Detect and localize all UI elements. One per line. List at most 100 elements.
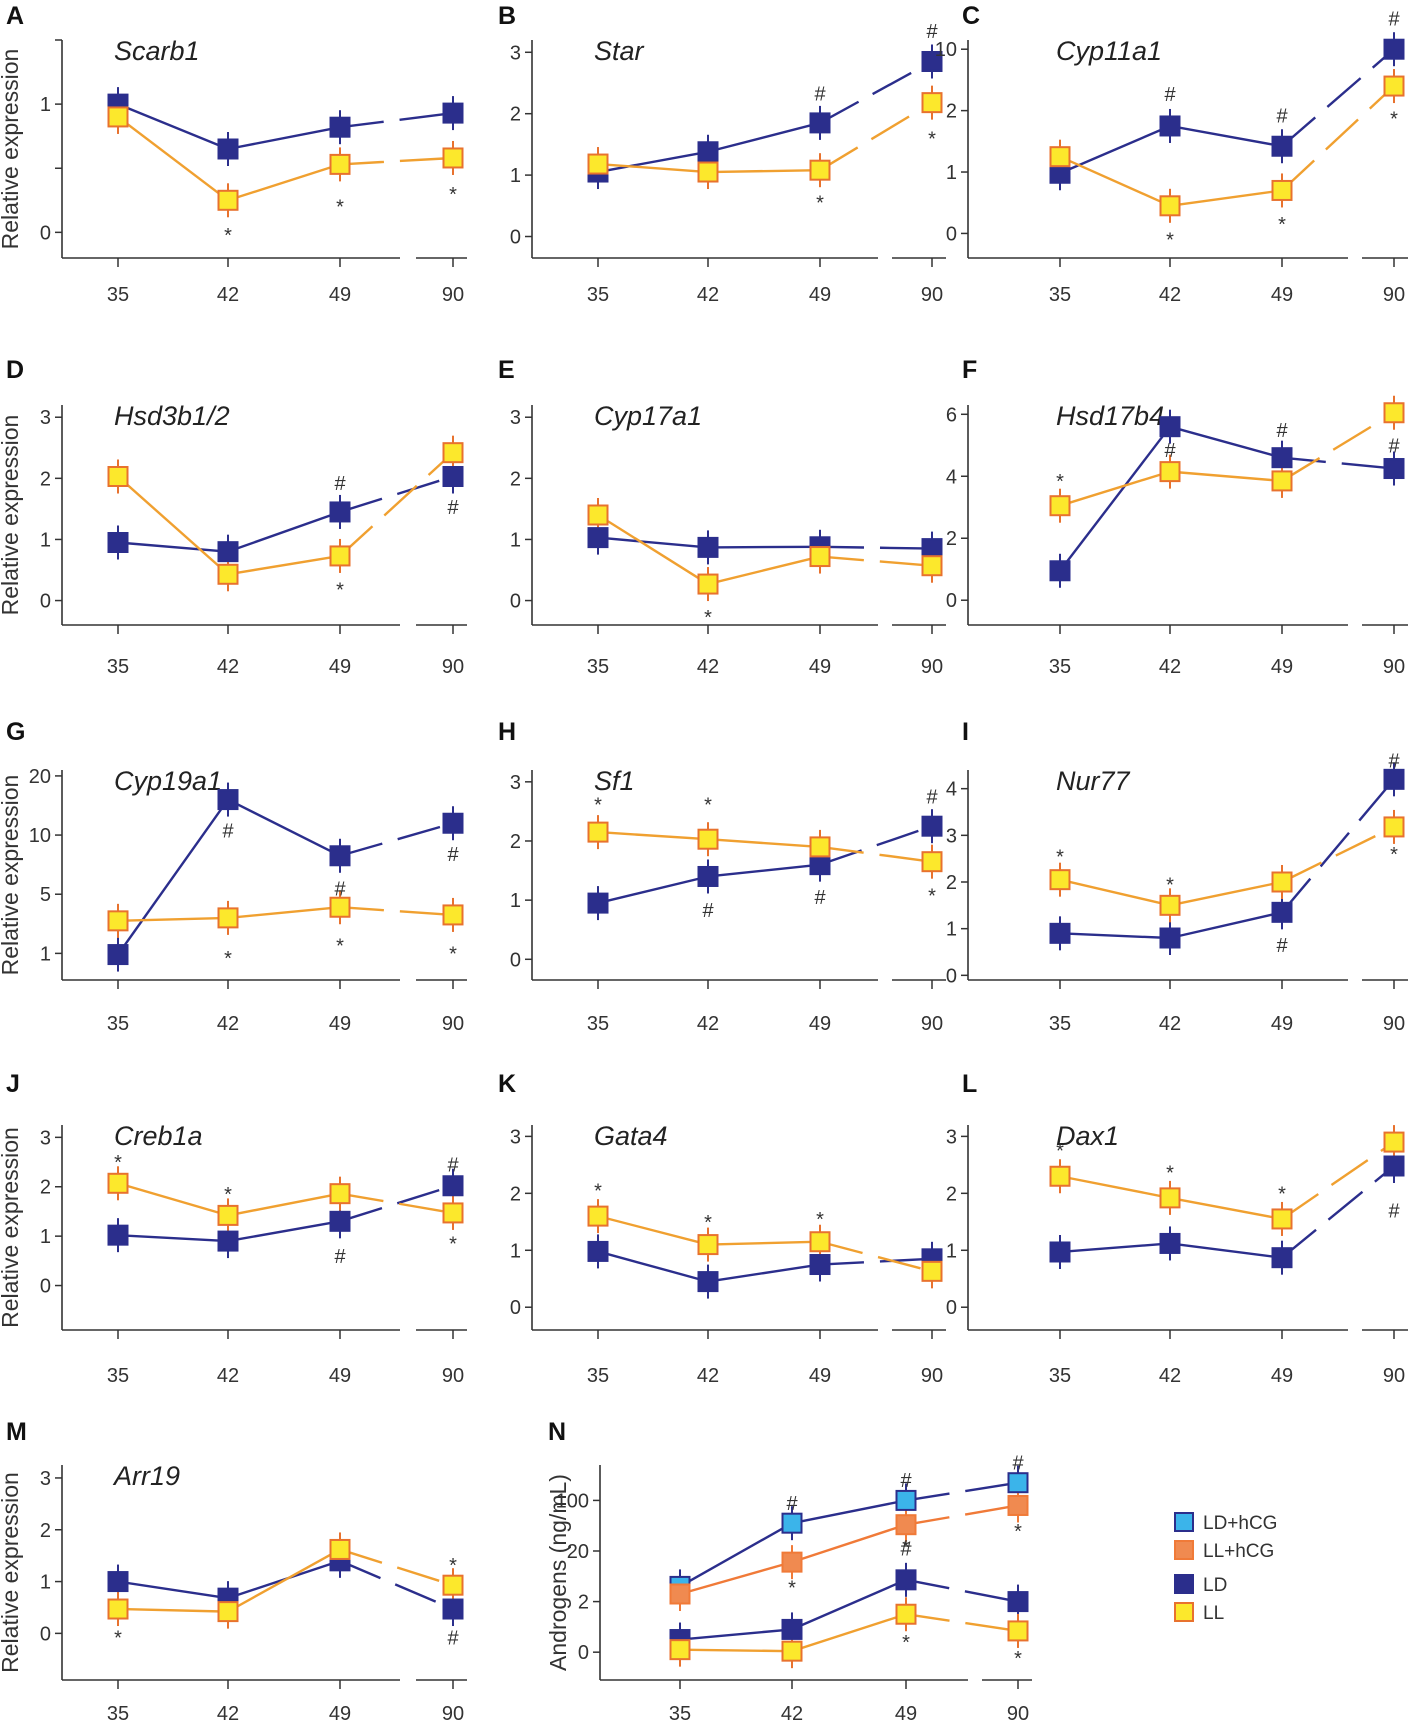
data-point-ld-c — [1271, 135, 1293, 157]
hash-mark-i: # — [1388, 751, 1400, 773]
data-point-ll-m — [329, 1538, 351, 1560]
data-point-ll-e — [587, 504, 609, 526]
y-tick-label-d: 0 — [40, 591, 51, 613]
series-line-ld-d — [339, 475, 454, 514]
series-line-ll-e — [819, 555, 933, 567]
y-tick-label-d: 2 — [40, 468, 51, 490]
hash-mark-j: # — [334, 1246, 346, 1268]
y-tick-label-f: 0 — [946, 590, 957, 612]
series-line-ll-j — [117, 1182, 229, 1217]
series-line-ld-n — [679, 1628, 793, 1641]
series-line-ll-l — [1169, 1196, 1283, 1221]
x-tick-label-c: 90 — [1383, 284, 1405, 306]
y-tick-label-g: 5 — [40, 884, 51, 906]
x-tick-label-n: 35 — [669, 1703, 691, 1725]
panel-title-e: Cyp17a1 — [594, 401, 702, 431]
series-line-ll-i — [1059, 878, 1171, 907]
data-point-ld-a — [217, 138, 239, 160]
panel-k: K Gata4 0 1 2 3 35 42 49 90 * * * — [498, 1070, 946, 1387]
series-line-ll-b — [597, 162, 709, 174]
data-point-ld-b — [697, 141, 719, 163]
data-point-ll-g — [442, 904, 464, 926]
series-line-ll-k — [707, 1240, 821, 1246]
hash-mark-h: # — [926, 787, 938, 809]
x-tick-label-c: 42 — [1159, 284, 1181, 306]
data-point-ll-j — [107, 1172, 129, 1194]
data-point-ld-d — [217, 541, 239, 563]
panel-e: E Cyp17a1 0 1 2 3 35 42 49 90 * — [498, 356, 946, 678]
x-tick-label-g: 35 — [107, 1013, 129, 1035]
panel-letter-m: M — [6, 1418, 27, 1446]
asterisk-mark-m: * — [114, 1628, 122, 1650]
x-tick-label-f: 49 — [1271, 656, 1293, 678]
legend-swatch-ll-hcg — [1174, 1540, 1194, 1560]
y-axis-label-g: Relative expression — [0, 775, 23, 976]
y-tick-label-j: 2 — [40, 1177, 51, 1199]
x-tick-label-d: 90 — [442, 656, 464, 678]
data-point-ll-k — [697, 1234, 719, 1256]
data-point-ld-l — [1271, 1247, 1293, 1269]
y-tick-label-i: 1 — [946, 919, 957, 941]
y-tick-label-m: 2 — [40, 1520, 51, 1542]
x-tick-label-e: 35 — [587, 656, 609, 678]
series-line-ll-n — [679, 1648, 793, 1653]
y-tick-label-i: 3 — [946, 825, 957, 847]
y-tick-label-g: 1 — [40, 943, 51, 965]
hash-mark-h: # — [814, 887, 826, 909]
series-line-ld-j — [339, 1184, 454, 1223]
panel-title-m: Arr19 — [112, 1461, 180, 1491]
asterisk-mark-n: * — [902, 1537, 910, 1559]
hash-mark-b: # — [926, 21, 938, 43]
y-tick-label-a: 1 — [40, 94, 51, 116]
data-point-ld-a — [329, 116, 351, 138]
x-tick-label-e: 90 — [921, 656, 943, 678]
asterisk-mark-a: * — [449, 184, 457, 206]
asterisk-mark-c: * — [1278, 214, 1286, 236]
data-point-ll-a — [329, 153, 351, 175]
series-line-ll-b — [819, 101, 933, 172]
y-tick-label-c: 2 — [946, 101, 957, 123]
data-point-ld-l — [1159, 1232, 1181, 1254]
y-tick-label-e: 0 — [510, 591, 521, 613]
asterisk-mark-a: * — [336, 197, 344, 219]
series-line-ll-d — [117, 475, 229, 576]
data-point-ld-j — [107, 1224, 129, 1246]
asterisk-mark-e: * — [704, 607, 712, 629]
y-tick-label-b: 0 — [510, 227, 521, 249]
series-line-ll-j — [339, 1192, 454, 1215]
x-tick-label-m: 35 — [107, 1703, 129, 1725]
y-tick-label-j: 1 — [40, 1226, 51, 1248]
series-line-ld-m — [339, 1559, 454, 1611]
x-tick-label-h: 42 — [697, 1013, 719, 1035]
panel-d: D Hsd3b1/2 Relative expression 0 1 2 3 35 42 49 90… — [0, 356, 467, 678]
asterisk-mark-l: * — [1278, 1183, 1286, 1205]
x-tick-label-i: 42 — [1159, 1013, 1181, 1035]
x-tick-label-j: 35 — [107, 1365, 129, 1387]
data-point-ll-c — [1159, 195, 1181, 217]
hash-mark-n: # — [900, 1470, 912, 1492]
y-tick-label-f: 6 — [946, 404, 957, 426]
x-tick-label-a: 49 — [329, 284, 351, 306]
hash-mark-l: # — [1388, 1200, 1400, 1222]
hash-mark-d: # — [334, 473, 346, 495]
data-point-ll-d — [217, 563, 239, 585]
data-point-ll-hcg-n — [781, 1551, 803, 1573]
data-point-ll-a — [442, 147, 464, 169]
data-point-ld-i — [1383, 768, 1405, 790]
data-point-ll-c — [1049, 146, 1071, 168]
data-point-ll-e — [697, 573, 719, 595]
series-line-ld-b — [707, 121, 821, 153]
data-point-ll-e — [809, 546, 831, 568]
legend-label-ll: LL — [1203, 1603, 1224, 1624]
hash-mark-m: # — [447, 1628, 459, 1650]
asterisk-mark-j: * — [114, 1152, 122, 1174]
y-tick-label-m: 0 — [40, 1623, 51, 1645]
data-point-ll-l — [1271, 1208, 1293, 1230]
data-point-ld-j — [217, 1230, 239, 1252]
asterisk-mark-n: * — [1014, 1521, 1022, 1543]
data-point-ll-hcg-n — [1007, 1494, 1029, 1516]
y-tick-label-d: 1 — [40, 529, 51, 551]
y-axis-label-m: Relative expression — [0, 1472, 23, 1673]
data-point-ll-k — [809, 1231, 831, 1253]
